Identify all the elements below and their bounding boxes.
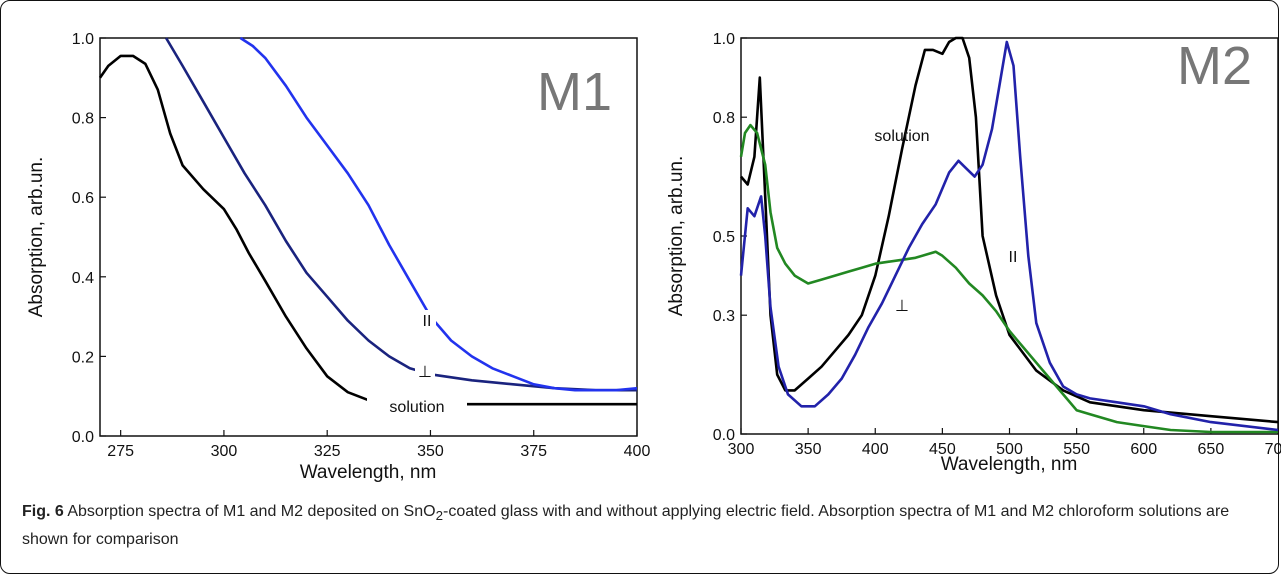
m1-x-tick-label: 325 <box>314 443 341 460</box>
m2-series <box>739 36 1279 434</box>
m1-perp-label-bg <box>415 360 435 380</box>
m1-y-tick-label: 1.0 <box>72 31 94 48</box>
m2-x-tick-label: 350 <box>795 441 822 458</box>
m2-ticks: 300 350 400 450 500 550 600 650 700 0.0 0.3 0.5 0.8 1… <box>713 31 1281 458</box>
caption-subscript: 2 <box>435 508 443 524</box>
m2-x-tick-label: 550 <box>1063 441 1090 458</box>
m2-x-tick-label: 700 <box>1265 441 1281 458</box>
m1-panel-label: M1 <box>537 62 612 122</box>
m2-x-tick-label: 650 <box>1198 441 1225 458</box>
m1-x-tick-label: 400 <box>624 443 651 460</box>
m2-x-tick-label: 500 <box>996 441 1023 458</box>
m1-series-line-1 <box>164 37 637 392</box>
m1-x-tick-label: 275 <box>107 443 134 460</box>
m2-plot-frame <box>740 37 1279 435</box>
m1-y-tick-label: 0.0 <box>72 429 94 446</box>
m2-y-tick-label: 0.5 <box>713 229 735 246</box>
m2-panel-label: M2 <box>1177 36 1252 96</box>
m1-plot-frame <box>99 37 638 437</box>
m2-y-tick-label: 0.3 <box>713 308 735 325</box>
m1-par-label-bg <box>418 310 436 330</box>
m1-y-tick-label: 0.8 <box>72 111 94 128</box>
m2-y-tick-label: 1.0 <box>713 31 735 48</box>
m1-ticks: 275 300 325 350 375 400 0.0 0.2 0.4 0.6 0.8 1.0 <box>72 31 651 460</box>
m2-annotation-perp: ⊥ <box>895 298 909 315</box>
m1-solution-label-bg <box>367 396 467 416</box>
m2-y-tick-label: 0.8 <box>713 110 735 127</box>
m2-y-axis-label: Absorption, arb.un. <box>666 156 687 317</box>
m2-series-line-0 <box>740 36 1279 424</box>
m1-annotation-solution: solution <box>389 399 444 416</box>
m1-y-axis-label: Absorption, arb.un. <box>26 157 47 318</box>
m1-x-tick-label: 375 <box>520 443 547 460</box>
caption-text-1: Absorption spectra of M1 and M2 deposite… <box>63 503 436 520</box>
m1-annotation-perp: ⊥ <box>418 364 432 381</box>
m2-x-tick-label: 600 <box>1130 441 1157 458</box>
figure-caption: Fig. 6 Absorption spectra of M1 and M2 d… <box>22 500 1257 552</box>
m1-annotation-par: II <box>423 313 432 330</box>
m1-x-axis-label: Wavelength, nm <box>300 462 437 483</box>
m2-perp-label-bg <box>893 294 911 314</box>
caption-label: Fig. 6 <box>22 503 64 520</box>
caption-text-2: -coated glass with and without applying … <box>22 503 1230 549</box>
panel-m2: 300 350 400 450 500 550 600 650 700 0.0 0.3 0.5 0.8 1… <box>666 31 1281 475</box>
m1-x-tick-label: 350 <box>417 443 444 460</box>
m2-y-tick-label: 0.0 <box>713 427 735 444</box>
m2-annotation-solution: solution <box>874 128 929 145</box>
m1-y-tick-label: 0.2 <box>72 349 94 366</box>
m2-series-line-2 <box>739 40 1279 432</box>
m1-y-tick-label: 0.6 <box>72 190 94 207</box>
m2-par-label-bg <box>1004 246 1022 266</box>
m2-series-line-1 <box>739 123 1278 434</box>
m1-x-tick-label: 300 <box>211 443 238 460</box>
m2-x-axis-label: Wavelength, nm <box>941 454 1078 475</box>
m2-annotation-par: II <box>1009 249 1018 266</box>
m2-x-tick-label: 400 <box>862 441 889 458</box>
m2-x-tick-label: 450 <box>929 441 956 458</box>
m1-y-tick-label: 0.4 <box>72 270 94 287</box>
m2-x-tick-label: 300 <box>728 441 755 458</box>
